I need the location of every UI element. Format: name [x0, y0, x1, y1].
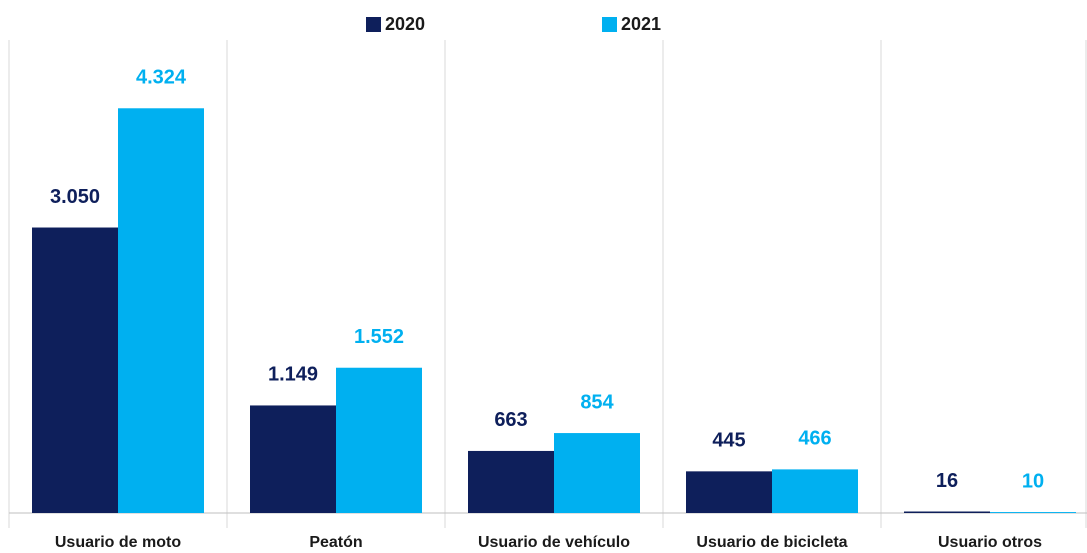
legend-label: 2020 — [385, 14, 425, 34]
value-label: 1.149 — [268, 364, 318, 386]
value-label: 10 — [1022, 470, 1044, 492]
bar — [686, 471, 772, 513]
bar — [118, 108, 204, 514]
bar — [990, 512, 1076, 513]
x-tick-label: Usuario de vehículo — [478, 534, 630, 551]
bar — [554, 433, 640, 513]
value-label: 3.050 — [50, 186, 100, 208]
legend-swatch — [602, 17, 617, 32]
legend-swatch — [366, 17, 381, 32]
value-label: 854 — [580, 391, 614, 413]
bar — [904, 511, 990, 513]
x-tick-label: Usuario otros — [938, 534, 1042, 551]
x-tick-label: Usuario de moto — [55, 534, 181, 551]
x-tick-label: Peatón — [309, 534, 362, 551]
value-label: 1.552 — [354, 326, 404, 348]
bar — [772, 469, 858, 513]
value-label: 466 — [798, 428, 831, 450]
bar — [336, 367, 422, 513]
x-tick-label: Usuario de bicicleta — [696, 534, 847, 551]
legend-label: 2021 — [621, 14, 661, 34]
bar — [468, 450, 554, 513]
value-label: 16 — [936, 470, 958, 492]
bar — [32, 227, 118, 513]
value-label: 4.324 — [136, 67, 187, 89]
bar — [250, 405, 336, 513]
value-label: 445 — [712, 430, 745, 452]
value-label: 663 — [494, 409, 527, 431]
